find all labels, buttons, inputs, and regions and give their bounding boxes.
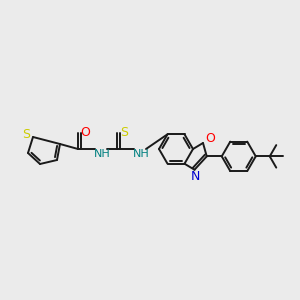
Text: S: S [120,125,128,139]
Text: O: O [205,131,215,145]
Text: N: N [191,170,200,183]
Text: S: S [22,128,30,142]
Text: NH: NH [133,149,149,159]
Text: O: O [80,125,90,139]
Text: NH: NH [94,149,110,159]
